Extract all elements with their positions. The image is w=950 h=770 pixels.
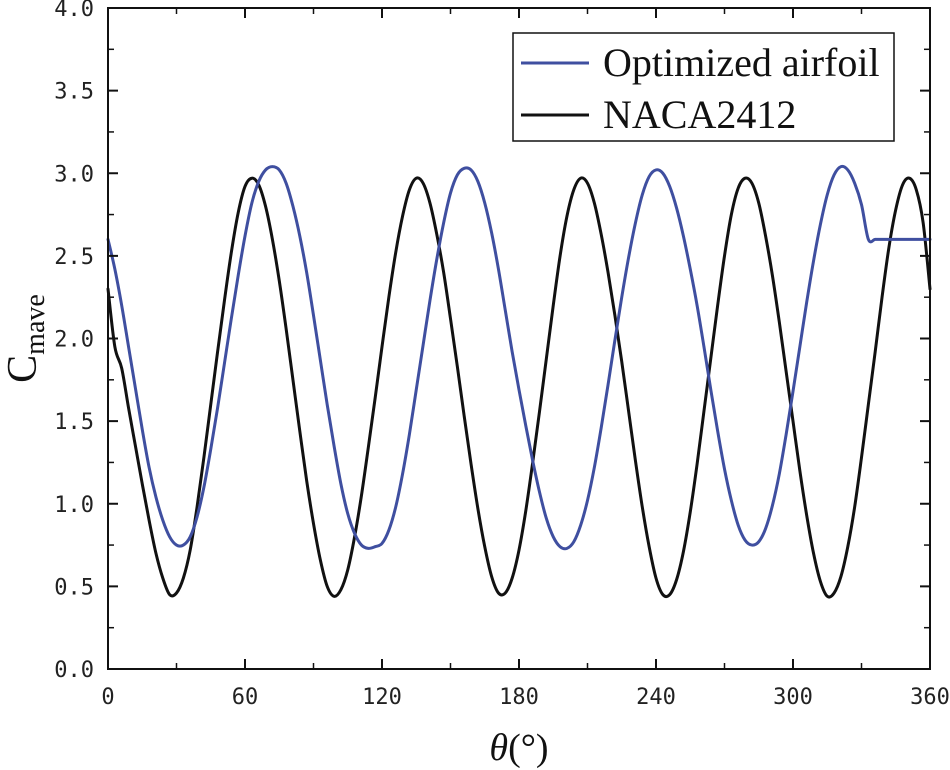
x-axis-title: θ(°): [489, 727, 548, 769]
y-tick-label: 2.0: [54, 328, 94, 353]
x-tick-label: 300: [773, 685, 813, 710]
legend: Optimized airfoil NACA2412: [512, 32, 895, 142]
y-axis-title: Cmave: [0, 294, 51, 383]
legend-label-naca2412: NACA2412: [603, 92, 796, 137]
plot-marks: [106, 164, 932, 599]
y-tick-label: 4.0: [54, 0, 94, 22]
x-axis-symbol: θ: [489, 727, 508, 769]
axis-ticks: 0 60 120 180 240 300 360 0.0 0.5 1.0 1.5 2.0 2.5 3.0 3…: [54, 0, 950, 710]
x-tick-label: 240: [636, 685, 676, 710]
series-line-optimized-airfoil: [106, 164, 932, 551]
series-line-naca2412: [106, 176, 932, 599]
y-tick-label: 3.5: [54, 80, 94, 105]
x-tick-label: 180: [499, 685, 539, 710]
svg-text:θ(°): θ(°): [489, 727, 548, 769]
x-axis-unit: (°): [508, 727, 549, 769]
svg-text:Cmave: Cmave: [0, 294, 51, 383]
x-tick-label: 60: [232, 685, 259, 710]
y-tick-label: 0.0: [54, 658, 94, 683]
y-tick-label: 3.0: [54, 162, 94, 187]
x-tick-label: 120: [362, 685, 402, 710]
legend-box: [512, 32, 895, 142]
y-tick-label: 1.0: [54, 493, 94, 518]
x-tick-label: 360: [910, 685, 950, 710]
legend-label-optimized: Optimized airfoil: [603, 40, 880, 85]
y-tick-label: 2.5: [54, 245, 94, 270]
y-axis-main: C: [0, 355, 46, 383]
y-tick-label: 0.5: [54, 575, 94, 600]
y-axis-subscript: mave: [20, 294, 51, 355]
x-tick-label: 0: [101, 685, 114, 710]
y-tick-label: 1.5: [54, 410, 94, 435]
